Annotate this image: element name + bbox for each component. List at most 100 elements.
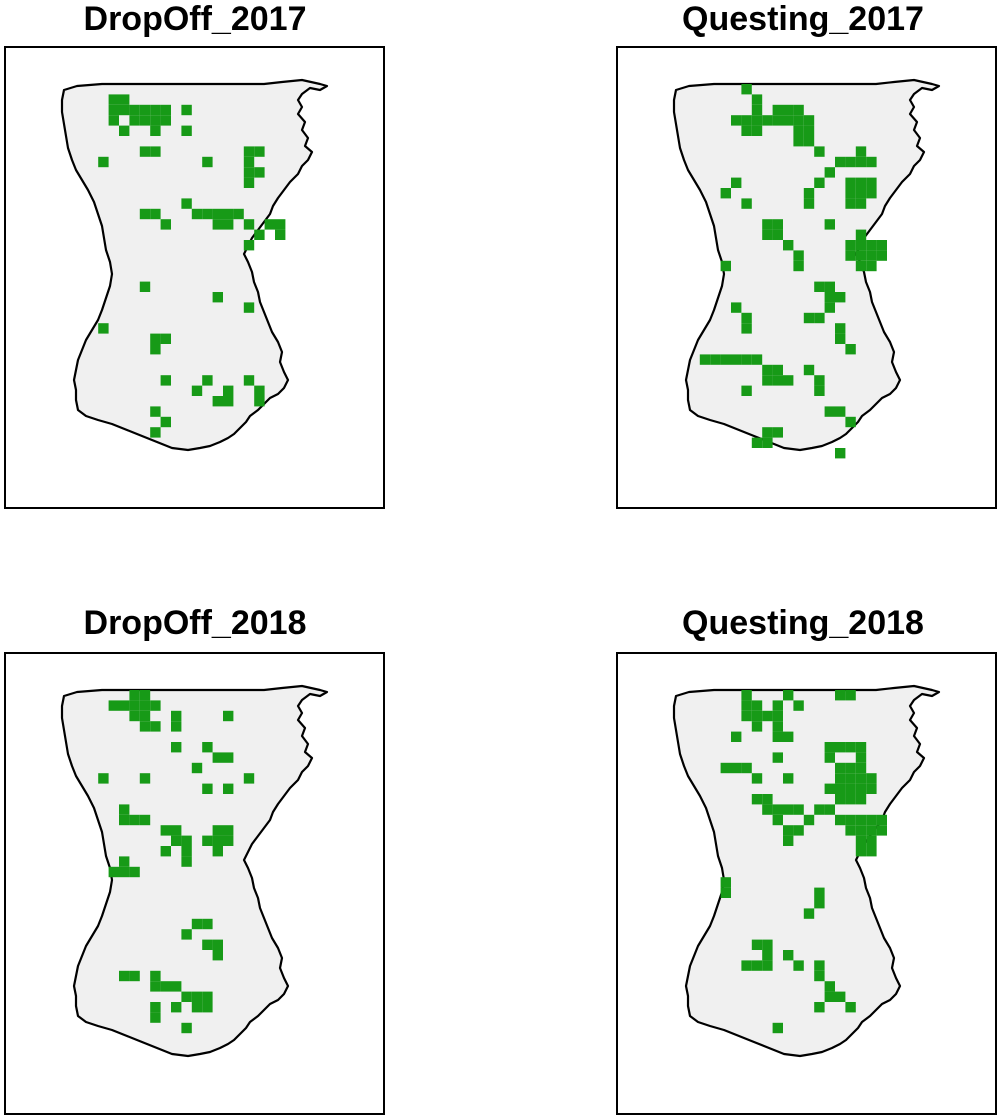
presence-cell bbox=[855, 177, 867, 188]
presence-cell bbox=[824, 406, 835, 417]
presence-cell bbox=[835, 773, 846, 784]
presence-cell bbox=[751, 437, 763, 448]
presence-cell bbox=[824, 752, 835, 763]
presence-cell bbox=[824, 783, 835, 794]
presence-cell bbox=[803, 312, 815, 324]
presence-cell bbox=[171, 835, 182, 846]
presence-cell bbox=[803, 125, 815, 136]
presence-cell bbox=[202, 939, 213, 950]
presence-cell bbox=[150, 333, 161, 344]
presence-cell bbox=[855, 794, 867, 805]
presence-cell bbox=[243, 219, 255, 230]
presence-cell bbox=[139, 146, 151, 157]
presence-cell bbox=[139, 721, 151, 732]
presence-cell bbox=[835, 323, 846, 334]
presence-cell bbox=[223, 219, 234, 230]
presence-cell bbox=[160, 115, 171, 126]
presence-cell bbox=[191, 918, 203, 930]
presence-cell bbox=[814, 804, 825, 815]
presence-cell bbox=[741, 198, 752, 209]
presence-cell bbox=[824, 804, 835, 815]
presence-cell bbox=[160, 825, 171, 836]
presence-cell bbox=[835, 333, 846, 344]
presence-cell bbox=[772, 731, 783, 742]
presence-cell bbox=[160, 333, 171, 344]
presence-cell bbox=[835, 991, 846, 1002]
presence-cell bbox=[150, 125, 161, 136]
presence-cell bbox=[835, 783, 846, 794]
presence-cell bbox=[181, 991, 192, 1002]
presence-cell bbox=[212, 219, 223, 230]
presence-cell bbox=[108, 700, 119, 711]
presence-cell bbox=[223, 208, 234, 220]
presence-cell bbox=[202, 156, 213, 168]
presence-cell bbox=[835, 406, 846, 417]
presence-cell bbox=[212, 292, 223, 303]
presence-cell bbox=[171, 742, 182, 753]
presence-cell bbox=[181, 846, 192, 857]
presence-cell bbox=[793, 960, 804, 971]
presence-cell bbox=[139, 814, 151, 826]
presence-cell bbox=[762, 115, 773, 126]
presence-cell bbox=[762, 229, 773, 240]
presence-cell bbox=[751, 794, 763, 805]
presence-cell bbox=[835, 762, 846, 774]
presence-cell bbox=[855, 814, 867, 826]
presence-cell bbox=[202, 918, 213, 930]
presence-cell bbox=[835, 690, 846, 701]
region-outline bbox=[60, 684, 329, 1058]
presence-cell bbox=[876, 240, 887, 251]
presence-cell bbox=[129, 814, 140, 826]
presence-cell bbox=[181, 198, 192, 209]
presence-cell bbox=[855, 742, 867, 753]
presence-cell bbox=[762, 804, 773, 815]
presence-cell bbox=[845, 416, 856, 428]
presence-cell bbox=[108, 866, 119, 878]
presence-cell bbox=[243, 177, 255, 188]
presence-cell bbox=[793, 136, 804, 147]
map-canvas bbox=[60, 684, 329, 1058]
presence-cell bbox=[202, 783, 213, 794]
presence-cell bbox=[741, 700, 752, 711]
map-panel-questing-2018: Questing_2018 bbox=[606, 604, 1000, 1116]
presence-cell bbox=[150, 115, 161, 126]
panel-title: Questing_2017 bbox=[682, 0, 924, 38]
presence-cell bbox=[762, 794, 773, 805]
presence-cell bbox=[845, 773, 856, 784]
presence-cell bbox=[803, 814, 815, 826]
presence-cell bbox=[845, 1002, 856, 1013]
presence-cell bbox=[202, 1002, 213, 1013]
presence-cell bbox=[824, 742, 835, 753]
presence-cell bbox=[855, 773, 867, 784]
presence-cell bbox=[845, 156, 856, 168]
presence-cell bbox=[202, 375, 213, 386]
presence-cell bbox=[181, 835, 192, 846]
presence-cell bbox=[119, 104, 130, 116]
presence-cell bbox=[762, 939, 773, 950]
presence-cell bbox=[741, 115, 752, 126]
presence-cell bbox=[741, 385, 752, 396]
region-outline bbox=[672, 684, 941, 1058]
presence-cell bbox=[150, 406, 161, 417]
presence-cell bbox=[212, 208, 223, 220]
presence-cell bbox=[793, 700, 804, 711]
presence-cell bbox=[150, 104, 161, 116]
presence-cell bbox=[119, 856, 130, 867]
presence-cell bbox=[720, 354, 731, 365]
presence-cell bbox=[150, 981, 161, 992]
presence-cell bbox=[223, 825, 234, 836]
presence-cell bbox=[108, 104, 119, 116]
presence-cell bbox=[793, 125, 804, 136]
presence-cell bbox=[98, 156, 109, 168]
presence-cell bbox=[824, 981, 835, 992]
map-frame bbox=[4, 652, 385, 1115]
presence-cell bbox=[772, 700, 783, 711]
presence-cell bbox=[772, 721, 783, 732]
presence-cell bbox=[793, 825, 804, 836]
presence-cell bbox=[866, 846, 877, 857]
presence-cell bbox=[212, 396, 223, 407]
presence-cell bbox=[762, 375, 773, 386]
presence-cell bbox=[803, 115, 815, 126]
presence-cell bbox=[772, 752, 783, 763]
map-panel-questing-2017: Questing_2017 bbox=[606, 0, 1000, 515]
